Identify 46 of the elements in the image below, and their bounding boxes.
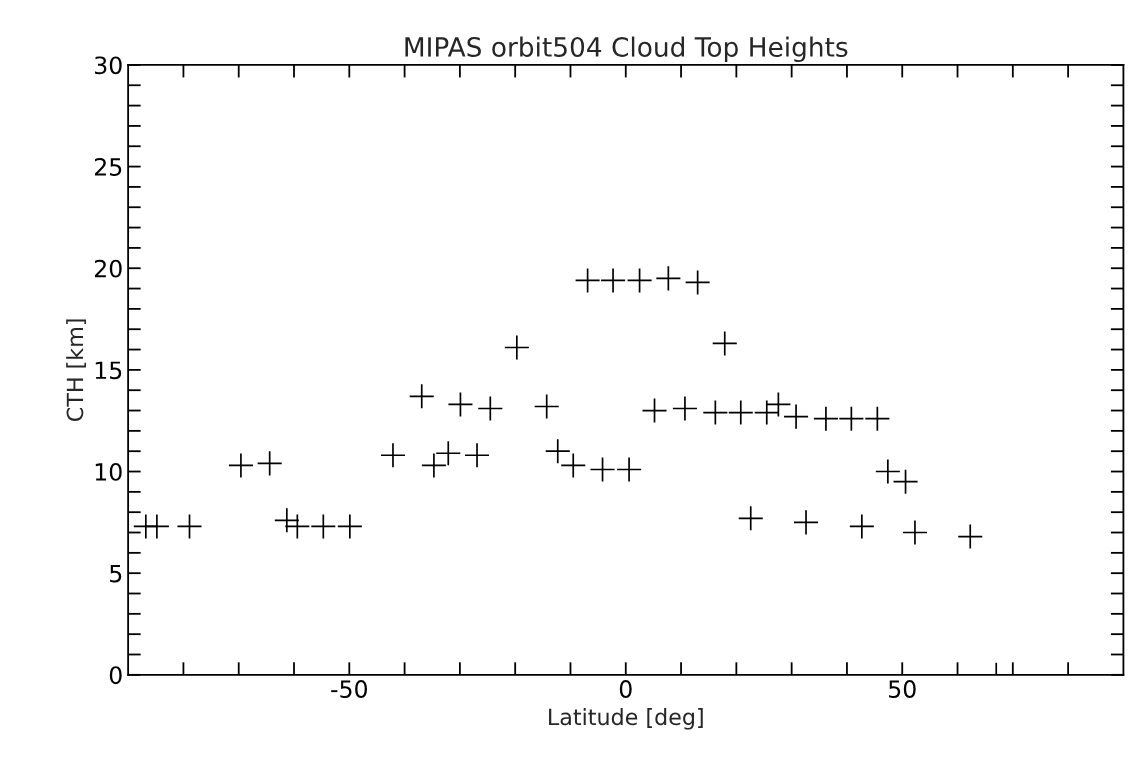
x-tick-label: 50 — [889, 680, 916, 698]
point — [337, 514, 362, 539]
y-axis-title: CTH [km] — [66, 319, 86, 421]
y-tick-label: 20 — [94, 259, 122, 278]
point — [784, 404, 809, 429]
point — [958, 524, 983, 549]
y-tick-label: 15 — [95, 361, 122, 380]
point — [738, 506, 763, 531]
point — [601, 268, 626, 293]
point — [902, 520, 927, 545]
y-tick-label: 0 — [109, 666, 122, 685]
point — [839, 406, 864, 431]
point — [421, 453, 446, 478]
point — [712, 331, 737, 356]
point — [545, 439, 570, 464]
point — [849, 514, 874, 539]
point — [893, 469, 918, 494]
point — [478, 396, 503, 421]
point — [228, 453, 253, 478]
point — [436, 441, 461, 466]
point — [311, 514, 336, 539]
point — [504, 335, 529, 360]
point — [409, 384, 434, 409]
x-axis-title: Latitude [deg] — [549, 708, 703, 730]
y-tick-label: 30 — [95, 56, 122, 75]
y-tick-label: 5 — [110, 564, 122, 583]
point — [728, 400, 753, 425]
point — [813, 406, 838, 431]
chart-title: MIPAS orbit504 Cloud Top Heights — [405, 36, 848, 63]
point — [617, 457, 642, 482]
point — [875, 459, 900, 484]
point — [285, 514, 310, 539]
point — [465, 443, 490, 468]
y-tick-label: 10 — [95, 462, 122, 481]
point — [534, 394, 559, 419]
x-tick-label: -50 — [331, 680, 368, 698]
point — [672, 396, 697, 421]
point — [561, 453, 586, 478]
x-tick-label: 0 — [619, 680, 632, 698]
point — [380, 443, 406, 468]
point — [144, 514, 169, 539]
point — [257, 451, 282, 476]
point — [794, 510, 819, 535]
point — [274, 508, 299, 533]
point — [865, 406, 890, 431]
y-tick-label: 25 — [94, 158, 122, 176]
